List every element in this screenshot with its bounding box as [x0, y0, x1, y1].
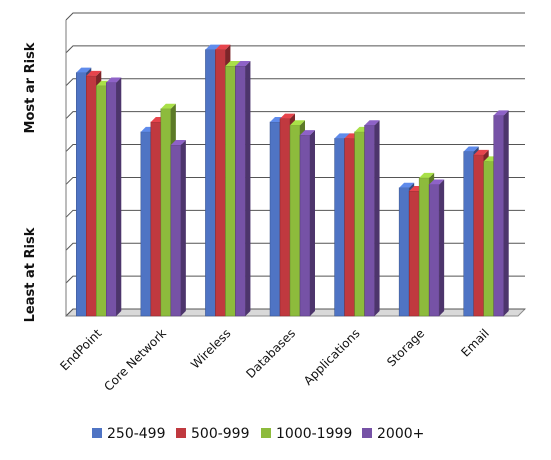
bar-side	[439, 179, 445, 316]
bar-front	[354, 131, 365, 317]
bar-front	[289, 124, 301, 317]
bar-front	[428, 184, 440, 317]
bar-top	[170, 139, 186, 145]
bar-top	[106, 77, 122, 83]
bar-top	[300, 130, 315, 136]
bar-top	[280, 113, 295, 119]
bar-front	[344, 138, 355, 317]
bar-side	[310, 130, 315, 316]
gridline	[65, 12, 525, 21]
bar-top	[160, 103, 176, 109]
bar-front	[398, 187, 410, 317]
bar-front	[215, 49, 226, 317]
bar-front	[364, 124, 375, 317]
bar-front	[473, 154, 484, 317]
legend-label: 250-499	[107, 426, 166, 442]
legend-swatch	[176, 428, 186, 438]
legend-label: 500-999	[191, 426, 250, 442]
bar	[106, 77, 122, 317]
bar-top	[86, 70, 102, 76]
bar-front	[463, 151, 474, 317]
bar-front	[334, 138, 345, 317]
bar-side	[374, 120, 380, 316]
y-label-top: Most ar Risk	[23, 42, 38, 133]
bar-top	[76, 67, 92, 73]
bar-side	[180, 139, 186, 316]
category-label: EndPoint	[57, 326, 104, 373]
bar-front	[96, 85, 107, 317]
bar-top	[399, 182, 415, 188]
bar	[170, 139, 186, 317]
bar-front	[493, 115, 504, 317]
legend-label: 1000-1999	[276, 426, 352, 442]
bar	[364, 120, 380, 317]
bar	[428, 179, 445, 317]
legend-swatch	[261, 428, 271, 438]
bar-top	[215, 44, 231, 50]
gridline	[65, 111, 525, 120]
bar-side	[116, 77, 122, 316]
bar-top	[463, 146, 479, 152]
bar-front	[408, 190, 420, 317]
bar-top	[225, 61, 241, 67]
legend-item: 250-499	[92, 426, 166, 442]
category-label: Core Network	[101, 326, 169, 394]
bar-front	[235, 65, 246, 317]
bar-top	[364, 120, 380, 126]
bar-front	[299, 134, 311, 317]
bar	[235, 61, 251, 317]
bar-top	[493, 110, 509, 116]
legend-item: 500-999	[176, 426, 250, 442]
bar-top	[429, 179, 445, 185]
legend-item: 2000+	[362, 426, 424, 442]
bar-side	[245, 61, 251, 316]
category-label: Email	[458, 326, 491, 359]
bar-front	[225, 65, 236, 317]
gridline	[65, 78, 525, 87]
bar-front	[279, 118, 291, 317]
category-label: Storage	[384, 326, 427, 369]
bar-top	[473, 149, 489, 155]
bar-front	[205, 49, 216, 317]
category-label: Databases	[243, 326, 298, 381]
legend: 250-499 500-999 1000-1999 2000+	[92, 426, 424, 442]
bar-front	[150, 121, 162, 317]
bar-front	[86, 75, 97, 317]
y-label-bottom: Least at Risk	[23, 227, 38, 322]
bar-front	[483, 161, 494, 317]
bar-side	[503, 110, 509, 316]
bar-front	[76, 72, 87, 317]
bars	[76, 44, 509, 317]
bar-front	[160, 108, 172, 317]
bar-front	[170, 144, 182, 317]
bar	[493, 110, 509, 317]
bar-front	[418, 177, 430, 317]
legend-swatch	[362, 428, 372, 438]
legend-swatch	[92, 428, 102, 438]
bar-front	[269, 121, 281, 317]
legend-item: 1000-1999	[261, 426, 352, 442]
legend-label: 2000+	[377, 426, 424, 442]
bar-front	[140, 131, 152, 317]
bar-top	[290, 120, 305, 126]
category-label: Applications	[301, 326, 363, 388]
gridline	[65, 45, 525, 54]
category-label: Wireless	[188, 326, 233, 371]
bar	[299, 130, 315, 317]
bar-top	[235, 61, 251, 67]
bar-top	[419, 172, 435, 178]
bar-front	[106, 82, 117, 317]
